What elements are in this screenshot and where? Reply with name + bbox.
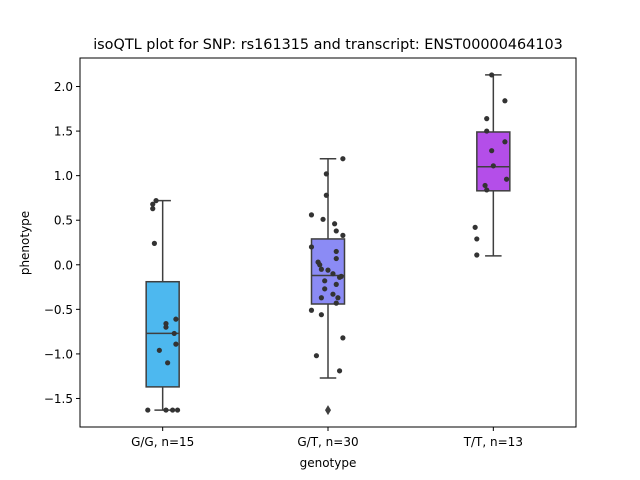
y-tick-label: 0.0 bbox=[54, 258, 73, 272]
y-axis-label: phenotype bbox=[18, 211, 32, 275]
data-point bbox=[322, 278, 328, 284]
data-point bbox=[163, 321, 169, 327]
data-point bbox=[340, 156, 346, 162]
data-point bbox=[308, 244, 315, 250]
data-point bbox=[330, 291, 336, 297]
y-tick-label: 1.5 bbox=[54, 125, 73, 139]
data-point bbox=[163, 407, 169, 413]
data-point bbox=[323, 192, 329, 198]
data-point bbox=[173, 341, 179, 347]
axes: −1.5 −1.0 −0.5 0.0 0.5 1.0 1.5 2.0 G/G, n=15 G/T,… bbox=[44, 80, 523, 449]
data-point bbox=[335, 295, 341, 301]
y-tick-label: −1.5 bbox=[44, 392, 73, 406]
data-point bbox=[325, 267, 331, 273]
data-point bbox=[150, 201, 156, 207]
data-point bbox=[320, 216, 326, 222]
data-point bbox=[489, 148, 495, 154]
data-point bbox=[332, 221, 338, 227]
data-point bbox=[503, 176, 510, 182]
data-point bbox=[153, 198, 159, 204]
data-point bbox=[330, 271, 336, 277]
data-point bbox=[502, 139, 508, 145]
data-point bbox=[163, 324, 169, 330]
y-tick-label: −0.5 bbox=[44, 303, 73, 317]
y-tick-label: 2.0 bbox=[54, 80, 73, 94]
data-point bbox=[340, 232, 346, 238]
data-point bbox=[318, 295, 324, 301]
data-point bbox=[151, 240, 157, 246]
box-group bbox=[310, 157, 346, 416]
data-point bbox=[333, 248, 339, 255]
data-point bbox=[318, 266, 324, 272]
data-point bbox=[482, 182, 488, 189]
data-point bbox=[474, 252, 480, 258]
data-point bbox=[336, 274, 343, 280]
data-point bbox=[489, 72, 495, 78]
data-point bbox=[313, 353, 320, 359]
plot-area bbox=[145, 72, 511, 416]
data-point bbox=[165, 360, 171, 366]
chart-title: isoQTL plot for SNP: rs161315 and transc… bbox=[93, 37, 563, 53]
data-point bbox=[490, 163, 496, 169]
x-tick-label: G/G, n=15 bbox=[131, 435, 194, 449]
data-point bbox=[484, 116, 490, 122]
data-point bbox=[333, 255, 339, 262]
data-point bbox=[336, 368, 343, 374]
data-point bbox=[323, 171, 329, 177]
data-point bbox=[318, 312, 324, 318]
data-point bbox=[174, 407, 181, 413]
data-point bbox=[169, 407, 176, 413]
data-point bbox=[484, 187, 490, 193]
data-point bbox=[484, 128, 490, 134]
y-tick-label: −1.0 bbox=[44, 347, 73, 361]
data-point bbox=[317, 262, 323, 268]
data-point bbox=[333, 228, 339, 234]
data-point bbox=[150, 206, 156, 212]
data-point bbox=[171, 330, 177, 337]
data-point bbox=[145, 407, 151, 413]
data-point bbox=[173, 316, 179, 322]
x-tick-label: T/T, n=13 bbox=[463, 435, 523, 449]
x-tick-label: G/T, n=30 bbox=[297, 435, 358, 449]
y-tick-label: 1.0 bbox=[54, 169, 73, 183]
data-point bbox=[308, 307, 315, 313]
data-point bbox=[308, 212, 315, 218]
data-point bbox=[156, 347, 162, 353]
y-tick-label: 0.5 bbox=[54, 214, 73, 228]
data-point bbox=[340, 335, 346, 341]
data-point bbox=[502, 98, 508, 104]
outlier-marker bbox=[325, 405, 331, 416]
data-point bbox=[472, 224, 478, 230]
data-point bbox=[474, 236, 480, 242]
x-axis-label: genotype bbox=[300, 456, 357, 470]
data-point bbox=[333, 300, 339, 306]
data-point bbox=[333, 281, 339, 287]
data-point bbox=[322, 286, 328, 292]
